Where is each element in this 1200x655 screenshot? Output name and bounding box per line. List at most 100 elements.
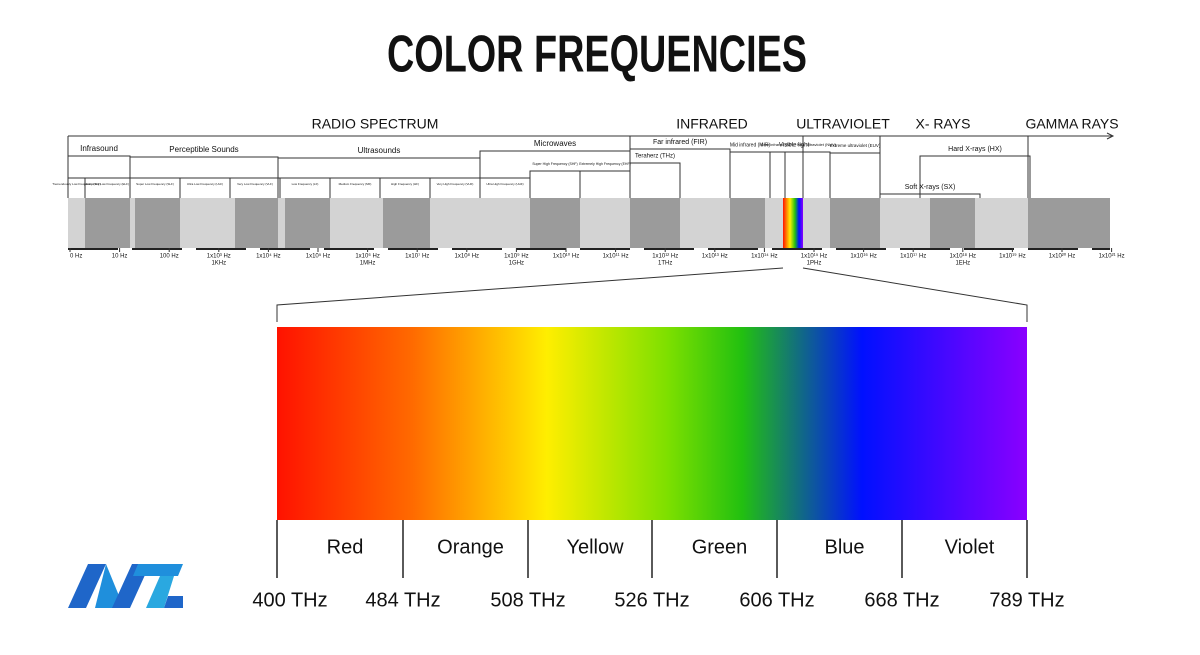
band-block (85, 198, 130, 248)
sub-region-bracket (529, 170, 581, 198)
sub-region-bracket (67, 155, 131, 198)
band-block (530, 198, 580, 248)
axis-label: 1x10³ Hz (207, 254, 231, 260)
band-block (383, 198, 430, 248)
color-name: Yellow (566, 536, 624, 558)
axis-label: 1x10⁵ Hz (306, 253, 331, 260)
axis-label: 1x10¹⁸ Hz (950, 253, 977, 260)
band-label: Ultra High Frequency (UHF) (486, 182, 523, 186)
visible-spectrum (277, 327, 1027, 520)
band-block (630, 198, 680, 248)
band-block (285, 198, 330, 248)
axis-label: 0 Hz (70, 254, 82, 260)
axis-label: 1x10¹⁶ Hz (850, 253, 876, 260)
axis-label: 1x10¹⁹ Hz (999, 253, 1026, 260)
sub-region-bracket (919, 155, 1031, 198)
axis-label: 1x10¹³ Hz (702, 254, 728, 260)
region-label: RADIO SPECTRUM (312, 116, 439, 132)
frequency-label: 789 THz (989, 589, 1064, 611)
visible-strip (783, 198, 803, 248)
axis-unit: 1MHz (360, 261, 376, 267)
axis-unit: 1EHz (955, 261, 970, 267)
band-label: High Frequency (HF) (391, 182, 419, 186)
sub-region-label: Soft X-rays (SX) (905, 184, 956, 191)
band-label: Medium Frequency (MF) (339, 182, 372, 186)
axis-label: 1x10⁹ Hz (504, 253, 529, 260)
frequency-label: 668 THz (864, 589, 939, 611)
band-block (730, 198, 765, 248)
sub-region-bracket (784, 151, 804, 198)
sub-region-bracket (769, 151, 786, 198)
sub-region-label: Extreme ultraviolet (EUV) (830, 143, 881, 148)
band-block (830, 198, 880, 248)
color-name: Violet (945, 536, 995, 558)
sub-region-bracket (879, 193, 981, 198)
sub-region-label: Perceptible Sounds (169, 145, 238, 154)
frequency-label: 606 THz (739, 589, 814, 611)
axis-label: 1x10²⁰ Hz (1049, 253, 1075, 260)
band-label: Very Low Frequency (VLF) (237, 182, 273, 186)
sub-region-bracket (802, 151, 831, 198)
sub-region-bracket (829, 152, 881, 198)
frequency-label: 400 THz (252, 589, 327, 611)
color-name: Orange (437, 536, 504, 558)
axis-label: 1x10⁶ Hz (355, 253, 379, 260)
title: COLOR FREQUENCIES (387, 26, 807, 84)
region-line (68, 132, 1115, 140)
axis-label: 10 Hz (112, 254, 128, 260)
sub-region-label: Mid infrared (MIR) (730, 142, 771, 148)
axis-label: 1x10¹⁴ Hz (751, 253, 778, 260)
region-label: INFRARED (676, 116, 748, 132)
band-block (235, 198, 278, 248)
axis-label: 1x10¹¹ Hz (603, 254, 629, 260)
band-block (135, 198, 180, 248)
sub-region-label: Near infrared (NIR) (760, 142, 795, 147)
band-label: Ultra Low Frequency (ULF) (187, 182, 223, 186)
sub-region-label: Hard X-rays (HX) (948, 146, 1002, 153)
band-label: Very High Frequency (VHF) (437, 182, 474, 186)
band-label: Tremendously Low Frequency (TLF) (52, 182, 100, 186)
sub-region-label: Infrasound (80, 144, 118, 153)
axis-label: 1x10¹⁵ Hz (801, 253, 828, 260)
region-label: ULTRAVIOLET (796, 116, 890, 132)
band-label: Low Frequency (LF) (292, 182, 319, 186)
axis-label: 1x10⁴ Hz (256, 253, 281, 260)
axis-unit: 1KHz (211, 261, 226, 267)
zoom-lines (276, 267, 1028, 322)
axis-unit: 1GHz (509, 261, 524, 267)
axis-label: 1x10¹⁷ Hz (900, 253, 926, 260)
band-bracket (479, 177, 531, 198)
sub-region-label: Microwaves (534, 139, 576, 148)
color-name: Blue (824, 536, 864, 558)
axis-label: 1x10⁷ Hz (405, 253, 429, 260)
logo (68, 564, 183, 608)
sub-region-label: Far infrared (FIR) (653, 139, 707, 146)
visible-labels: Red Orange Yellow Green Blue Violet 400 THz 484… (252, 520, 1065, 611)
sub-region-label: Near ultraviolet (NUV) (797, 142, 837, 147)
sub-region-label: Extremely High Frequency (EHF) (579, 162, 631, 166)
color-name: Green (692, 536, 748, 558)
axis-label: 100 Hz (160, 254, 179, 260)
frequency-label: 484 THz (365, 589, 440, 611)
band-label: Super Low Frequency (SLF) (136, 182, 174, 186)
axis-label: 1x10¹² Hz (652, 254, 678, 260)
axis-label: 1x10¹⁰ Hz (553, 253, 579, 260)
sub-region-bracket (729, 151, 771, 198)
band-block (1028, 198, 1110, 248)
sub-region-label: Visible light (779, 143, 810, 149)
band-label: Extremely Low Frequency (ELF) (86, 182, 129, 186)
sub-region-label: Super High Frequency (SHF) (532, 162, 577, 166)
color-name: Red (327, 536, 364, 558)
axis-label: 1x10²¹ Hz (1099, 254, 1125, 260)
band-block (930, 198, 975, 248)
sub-region-bracket (629, 162, 681, 198)
axis-label: 1x10⁸ Hz (455, 253, 480, 260)
sub-region-label: Teraherz (THz) (635, 154, 675, 160)
sub-region-bracket (579, 170, 631, 198)
region-label: GAMMA RAYS (1025, 116, 1118, 132)
sub-region-bracket (479, 150, 631, 198)
axis-unit: 1THz (658, 261, 672, 267)
region-label: X- RAYS (916, 116, 971, 132)
frequency-label: 508 THz (490, 589, 565, 611)
